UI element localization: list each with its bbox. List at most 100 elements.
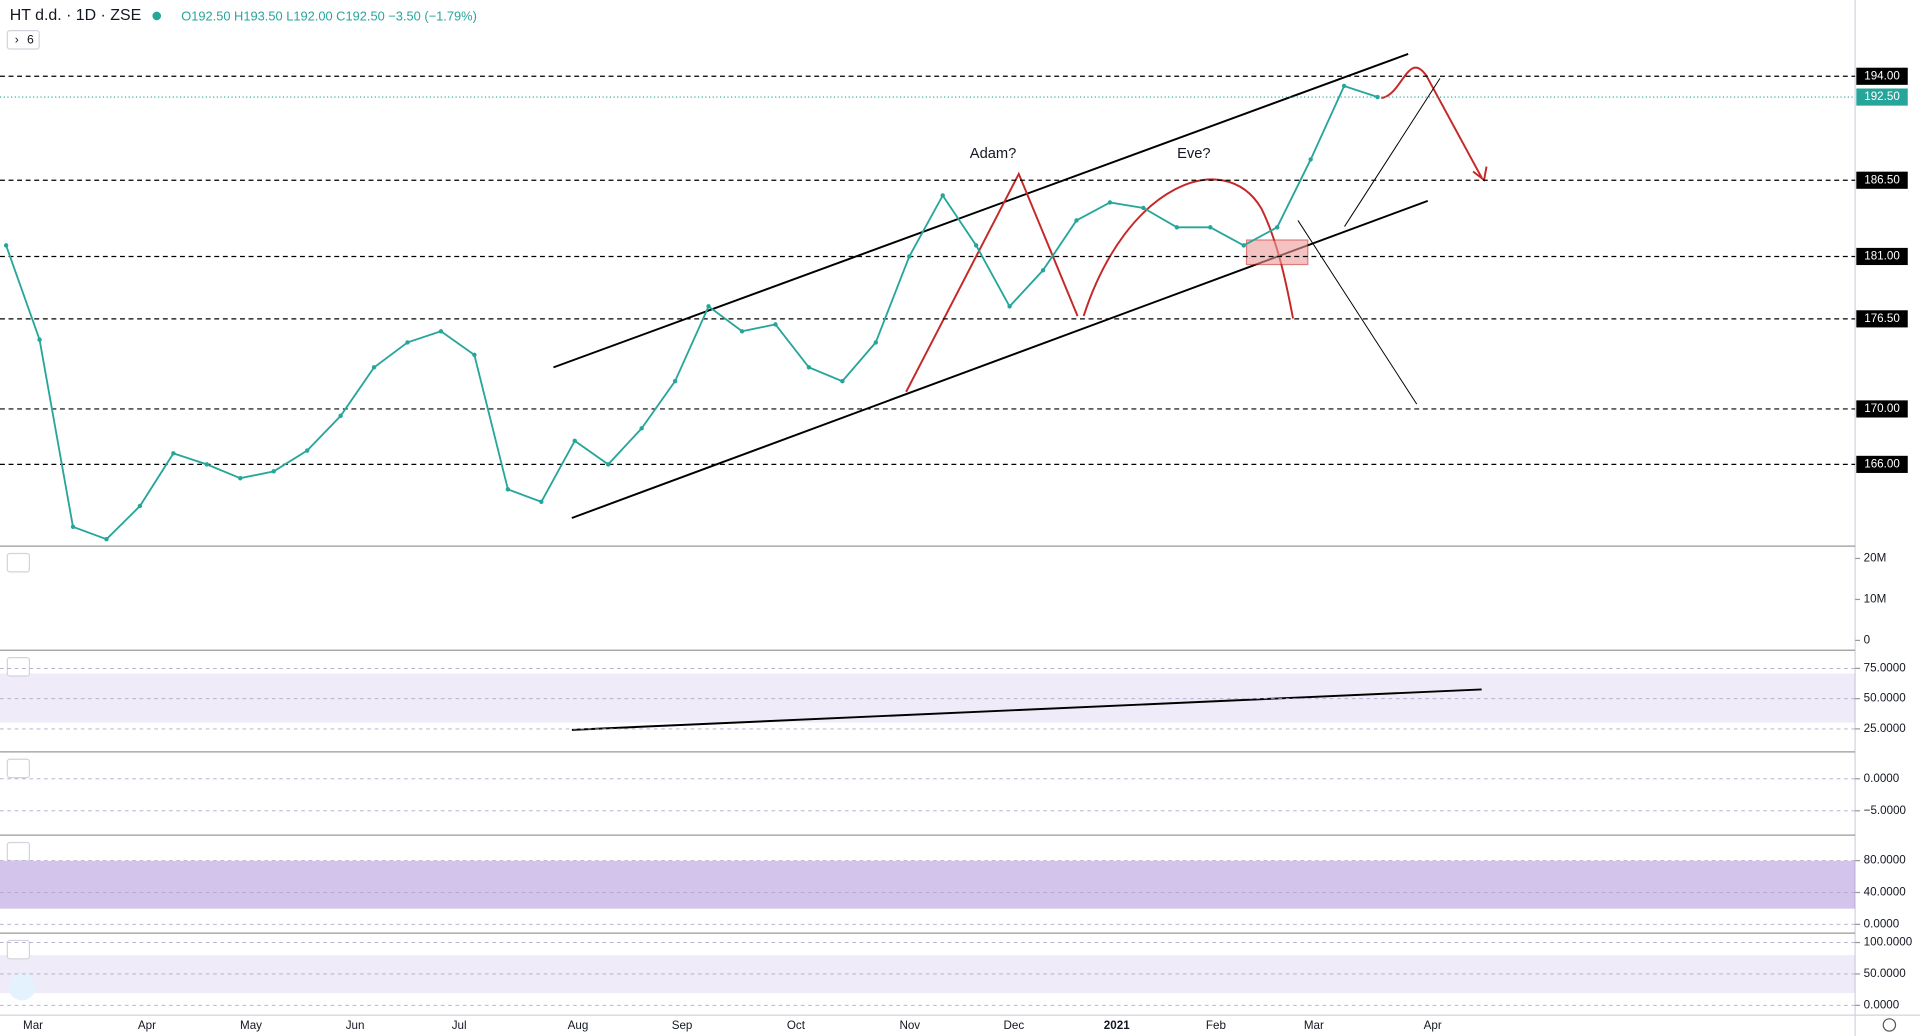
price-point xyxy=(1040,268,1046,273)
last-price-label: 192.50 xyxy=(1864,90,1900,103)
price-point xyxy=(438,329,444,334)
x-tick-label: Nov xyxy=(899,1019,920,1032)
price-label-bg xyxy=(1856,455,1908,473)
pane-tick-label: 20M xyxy=(1864,552,1887,565)
pane-toggle[interactable] xyxy=(6,656,30,677)
settings-icon[interactable] xyxy=(1882,1018,1897,1032)
status-dot xyxy=(152,11,162,21)
y-tick-label: 166.00 xyxy=(1864,457,1900,470)
price-point xyxy=(338,413,343,419)
price-point xyxy=(238,476,243,481)
pane-tick-label: 50.0000 xyxy=(1864,967,1907,980)
price-point xyxy=(472,352,477,358)
zone xyxy=(1245,239,1309,266)
price-point xyxy=(907,254,912,259)
indicator-toggle[interactable] xyxy=(6,30,40,50)
symbol: HT d.d. · 1D · ZSE xyxy=(10,7,141,24)
indicator-count: 6 xyxy=(27,33,34,47)
x-tick-label: May xyxy=(240,1019,262,1032)
x-tick-label: Aug xyxy=(568,1019,589,1032)
pane-tick-label: 75.0000 xyxy=(1864,661,1907,674)
pane-tick-label: 10M xyxy=(1864,593,1887,606)
price-point xyxy=(840,379,845,384)
pane-tick-label: 40.0000 xyxy=(1864,886,1907,899)
price-point xyxy=(639,426,644,431)
price-point xyxy=(405,340,410,345)
price-label-bg xyxy=(1856,400,1908,418)
price-point xyxy=(171,451,176,456)
annotation: Adam? xyxy=(970,146,1017,162)
price-point xyxy=(940,193,945,198)
y-tick-label: 176.50 xyxy=(1864,312,1900,325)
y-tick-label: 181.00 xyxy=(1864,250,1900,263)
price-point xyxy=(1241,243,1246,248)
price-point xyxy=(1375,94,1380,100)
price-point xyxy=(104,537,109,542)
price-point xyxy=(572,438,577,444)
price-point xyxy=(137,503,143,509)
price-point xyxy=(37,337,42,342)
price-point xyxy=(806,365,812,370)
price-point xyxy=(1208,225,1213,230)
rsi-trendline xyxy=(571,688,1482,731)
eve-pattern xyxy=(1082,178,1295,319)
x-tick-label: Jul xyxy=(452,1019,467,1032)
x-tick-label: Mar xyxy=(23,1019,43,1032)
last-price-bg xyxy=(1856,88,1908,106)
price-point xyxy=(773,322,778,327)
x-tick-label: Apr xyxy=(138,1019,156,1032)
channel-line xyxy=(553,52,1409,369)
x-tick-label: Feb xyxy=(1206,1019,1226,1032)
pane-tick-label: −5.0000 xyxy=(1864,804,1907,817)
price-label-bg xyxy=(1856,247,1908,266)
pane-toggle[interactable] xyxy=(6,939,30,960)
price-point xyxy=(706,304,711,309)
pane-tick-label: 25.0000 xyxy=(1864,722,1907,735)
x-tick-label: Oct xyxy=(787,1019,806,1032)
annotation: Eve? xyxy=(1177,146,1210,162)
x-tick-label: Mar xyxy=(1304,1019,1324,1032)
pane-toggle[interactable] xyxy=(6,841,30,862)
price-label-bg xyxy=(1856,67,1908,85)
x-tick-label: Apr xyxy=(1424,1019,1442,1032)
price-point xyxy=(539,499,544,505)
price-point xyxy=(1174,225,1180,230)
price-point xyxy=(304,448,310,453)
price-point xyxy=(606,462,611,467)
pane-tick-label: 0 xyxy=(1864,633,1871,646)
price-point xyxy=(204,462,210,467)
price-line xyxy=(5,84,1378,541)
y-tick-label: 194.00 xyxy=(1864,69,1900,82)
x-tick-label: Dec xyxy=(1004,1019,1025,1032)
stoch-band xyxy=(0,860,1856,909)
price-point xyxy=(505,487,511,492)
price-point xyxy=(1107,200,1113,205)
price-point xyxy=(371,365,377,370)
price-point xyxy=(1341,83,1347,89)
pane-toggle[interactable] xyxy=(6,552,30,573)
y-tick-label: 186.50 xyxy=(1864,173,1900,186)
pane-tick-label: 0.0000 xyxy=(1864,917,1900,930)
projection-line xyxy=(1297,220,1418,405)
price-point xyxy=(973,243,979,248)
price-point xyxy=(271,469,276,474)
pane-tick-label: 0.0000 xyxy=(1864,772,1900,785)
projection-line xyxy=(1344,78,1441,227)
price-point xyxy=(873,340,879,345)
price-point xyxy=(3,243,9,248)
pane-tick-label: 0.0000 xyxy=(1864,998,1900,1011)
pane-tick-label: 100.0000 xyxy=(1864,936,1913,949)
y-tick-label: 170.00 xyxy=(1864,402,1900,415)
price-point xyxy=(672,379,678,384)
pane-tick-label: 80.0000 xyxy=(1864,854,1907,867)
ohlc: O192.50 H193.50 L192.00 C192.50 −3.50 (−… xyxy=(181,9,477,24)
price-point xyxy=(70,524,76,529)
rsi-band xyxy=(0,673,1856,723)
price-label-bg xyxy=(1856,310,1908,328)
price-point xyxy=(1074,218,1079,223)
price-point xyxy=(1274,225,1280,230)
logo xyxy=(8,973,36,1001)
pane-toggle[interactable] xyxy=(6,758,30,779)
